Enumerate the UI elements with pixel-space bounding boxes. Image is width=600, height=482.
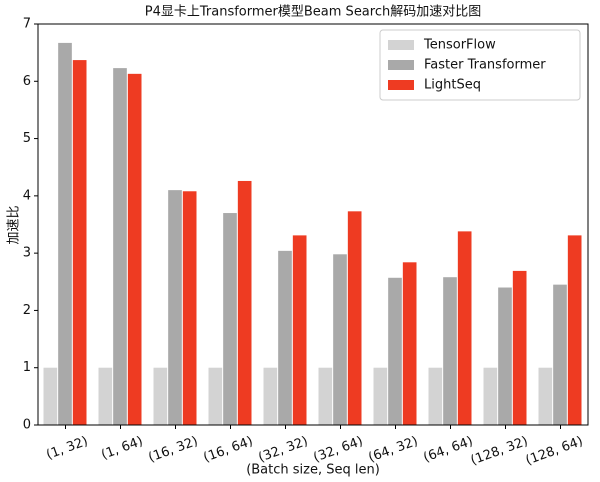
bar bbox=[333, 254, 347, 425]
x-tick-label: (128, 64) bbox=[524, 434, 585, 469]
bar bbox=[483, 367, 498, 425]
bar bbox=[153, 367, 168, 425]
bar bbox=[127, 73, 142, 426]
y-tick-label: 3 bbox=[23, 246, 31, 261]
bar bbox=[512, 270, 527, 425]
x-tick-label: (128, 32) bbox=[469, 434, 530, 469]
legend-label: Faster Transformer bbox=[424, 58, 546, 73]
y-tick-label: 5 bbox=[23, 131, 31, 146]
y-tick-label: 1 bbox=[23, 360, 31, 375]
x-tick-label: (1, 32) bbox=[44, 434, 90, 463]
x-tick-label: (64, 64) bbox=[422, 434, 476, 466]
bar bbox=[237, 180, 252, 425]
bar bbox=[388, 277, 402, 425]
x-tick-label: (64, 32) bbox=[367, 434, 421, 466]
bar bbox=[457, 231, 472, 425]
bar bbox=[168, 190, 182, 425]
chart-title: P4显卡上Transformer模型Beam Search解码加速对比图 bbox=[145, 5, 481, 20]
x-tick-label: (32, 32) bbox=[257, 434, 311, 466]
bar bbox=[113, 68, 127, 426]
y-axis-label: 加速比 bbox=[7, 205, 22, 244]
bar bbox=[553, 284, 567, 425]
x-tick-label: (16, 32) bbox=[147, 434, 201, 466]
x-tick-label: (16, 64) bbox=[202, 434, 256, 466]
legend-label: LightSeq bbox=[424, 78, 481, 93]
bar bbox=[58, 42, 72, 425]
bar bbox=[347, 211, 362, 425]
bar bbox=[278, 250, 292, 425]
y-tick-label: 6 bbox=[23, 74, 31, 89]
y-tick-label: 4 bbox=[23, 188, 31, 203]
bar bbox=[292, 235, 307, 425]
bar bbox=[182, 191, 197, 425]
bar bbox=[567, 235, 582, 425]
x-tick-label: (32, 64) bbox=[312, 434, 366, 466]
bar bbox=[263, 367, 278, 425]
bar bbox=[538, 367, 553, 425]
bar bbox=[373, 367, 388, 425]
plot-frame bbox=[37, 23, 589, 426]
y-tick-label: 7 bbox=[23, 17, 31, 32]
legend-box bbox=[379, 29, 581, 101]
bar bbox=[223, 213, 237, 425]
bar bbox=[43, 367, 58, 425]
bar bbox=[498, 287, 512, 425]
bar bbox=[402, 262, 417, 425]
legend-swatch bbox=[388, 80, 414, 90]
bar bbox=[208, 367, 223, 425]
bar bbox=[443, 277, 457, 425]
legend-swatch bbox=[388, 60, 414, 70]
x-tick-label: (1, 64) bbox=[99, 434, 145, 463]
y-tick-label: 0 bbox=[23, 418, 31, 433]
bar bbox=[428, 367, 443, 425]
legend-swatch bbox=[388, 40, 414, 50]
bar bbox=[72, 60, 87, 426]
bar bbox=[98, 367, 113, 425]
x-axis-label: (Batch size, Seq len) bbox=[246, 463, 380, 478]
bar bbox=[318, 367, 333, 425]
legend-label: TensorFlow bbox=[423, 38, 496, 53]
y-tick-label: 2 bbox=[23, 303, 31, 318]
